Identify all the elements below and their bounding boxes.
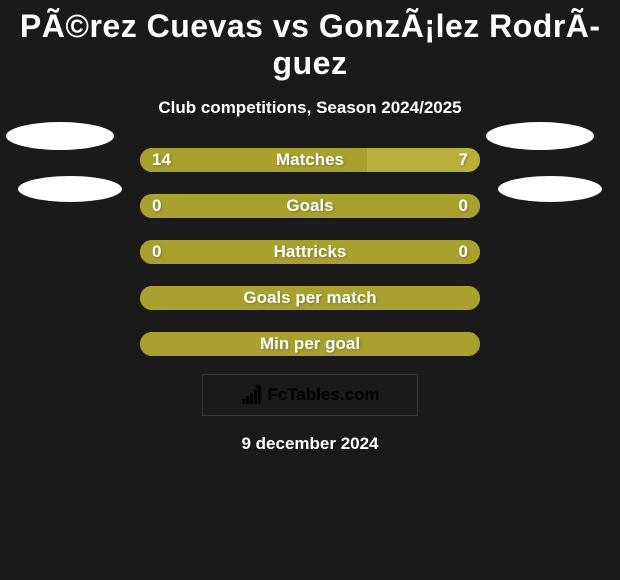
stat-value-right: 7 [459,150,468,170]
stat-row: 0 0 Hattricks [0,240,620,264]
stat-value-left: 0 [152,242,161,262]
logo-text: FcTables.com [267,385,379,405]
chart-icon [240,386,262,404]
player-ellipse [486,122,594,150]
stat-row: Min per goal [0,332,620,356]
stat-label: Goals [286,196,333,216]
fctables-logo: FcTables.com [202,374,418,416]
stat-bar: Min per goal [140,332,480,356]
stat-label: Goals per match [243,288,376,308]
player-ellipse [498,176,602,202]
stat-bar: 0 0 Goals [140,194,480,218]
stat-bar: 0 0 Hattricks [140,240,480,264]
stat-label: Hattricks [274,242,347,262]
date-text: 9 december 2024 [0,434,620,454]
stat-value-left: 0 [152,196,161,216]
page-title: PÃ©rez Cuevas vs GonzÃ¡lez RodrÃ­guez [0,0,620,82]
stat-value-left: 14 [152,150,171,170]
stat-row: 14 7 Matches [0,148,620,172]
player-ellipse [18,176,122,202]
subtitle: Club competitions, Season 2024/2025 [0,98,620,118]
stat-bar: Goals per match [140,286,480,310]
stat-label: Matches [276,150,344,170]
stat-bar: 14 7 Matches [140,148,480,172]
stat-label: Min per goal [260,334,360,354]
stat-row: Goals per match [0,286,620,310]
stat-value-right: 0 [459,242,468,262]
player-ellipse [6,122,114,150]
stat-value-right: 0 [459,196,468,216]
